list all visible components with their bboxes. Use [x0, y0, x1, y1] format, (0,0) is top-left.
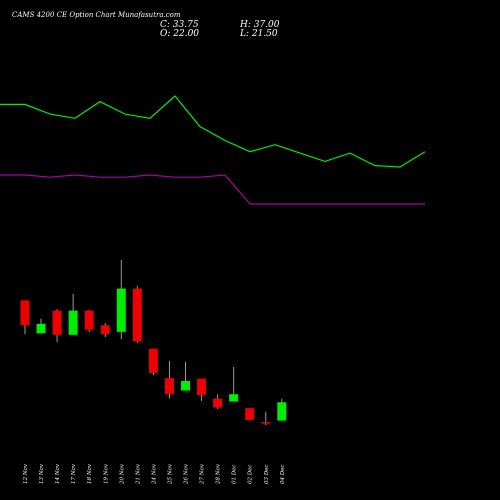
candle-body	[100, 325, 110, 335]
candle-body	[164, 378, 174, 395]
candle	[148, 348, 158, 376]
candle-body	[148, 348, 158, 373]
candle	[20, 300, 30, 335]
candle-body	[84, 310, 94, 330]
x-tick-label: 18 Nov	[87, 463, 93, 484]
candle-body	[20, 300, 30, 326]
x-tick-label: 13 Nov	[39, 463, 45, 484]
x-tick-label: 04 Dec	[280, 465, 286, 485]
candle	[84, 309, 94, 332]
x-tick-label: 03 Dec	[264, 465, 270, 485]
candle	[52, 309, 62, 343]
x-tick-label: 02 Dec	[248, 465, 254, 485]
candle	[132, 285, 142, 343]
x-tick-label: 14 Nov	[55, 463, 61, 484]
candle	[100, 323, 110, 337]
candle	[229, 367, 239, 402]
x-tick-label: 24 Nov	[151, 463, 157, 485]
green-indicator-line	[0, 95, 426, 168]
x-tick-label: 26 Nov	[184, 463, 190, 485]
candle-body	[132, 288, 142, 342]
candle	[36, 318, 46, 334]
low-value: L: 21.50	[240, 29, 278, 39]
candle	[68, 293, 78, 335]
candle-body	[36, 323, 46, 334]
x-tick-label: 19 Nov	[103, 463, 109, 484]
close-value: C: 33.75	[160, 20, 199, 30]
candle-body	[197, 378, 207, 395]
candle-body	[181, 381, 190, 391]
open-value: O: 22.00	[160, 29, 200, 39]
x-tick-label: 27 Nov	[200, 463, 206, 485]
candle	[245, 408, 255, 421]
candle	[164, 361, 174, 399]
x-tick-label: 17 Nov	[71, 463, 77, 484]
x-tick-label: 25 Nov	[167, 463, 173, 485]
candle-body	[245, 408, 255, 420]
candle	[277, 398, 287, 421]
candle-body	[229, 394, 239, 402]
candle-body	[261, 422, 271, 424]
candle	[261, 411, 271, 425]
x-tick-label: 21 Nov	[135, 463, 141, 485]
candle-body	[213, 398, 223, 408]
candle-body	[68, 310, 78, 335]
x-tick-label: 28 Nov	[216, 463, 222, 485]
purple-indicator-line	[0, 174, 425, 205]
high-value: H: 37.00	[240, 20, 280, 30]
candle	[197, 378, 207, 401]
chart-title: CAMS 4200 CE Option Chart Munafasutra.co…	[12, 11, 181, 19]
x-tick-label: 12 Nov	[23, 463, 29, 484]
candle	[213, 394, 223, 409]
x-tick-label: 20 Nov	[119, 463, 125, 485]
candle-body	[116, 288, 126, 332]
candle	[116, 260, 126, 340]
candle-body	[277, 402, 287, 421]
x-tick-label: 01 Dec	[232, 465, 238, 485]
candle	[181, 361, 190, 391]
candle-body	[52, 310, 62, 335]
